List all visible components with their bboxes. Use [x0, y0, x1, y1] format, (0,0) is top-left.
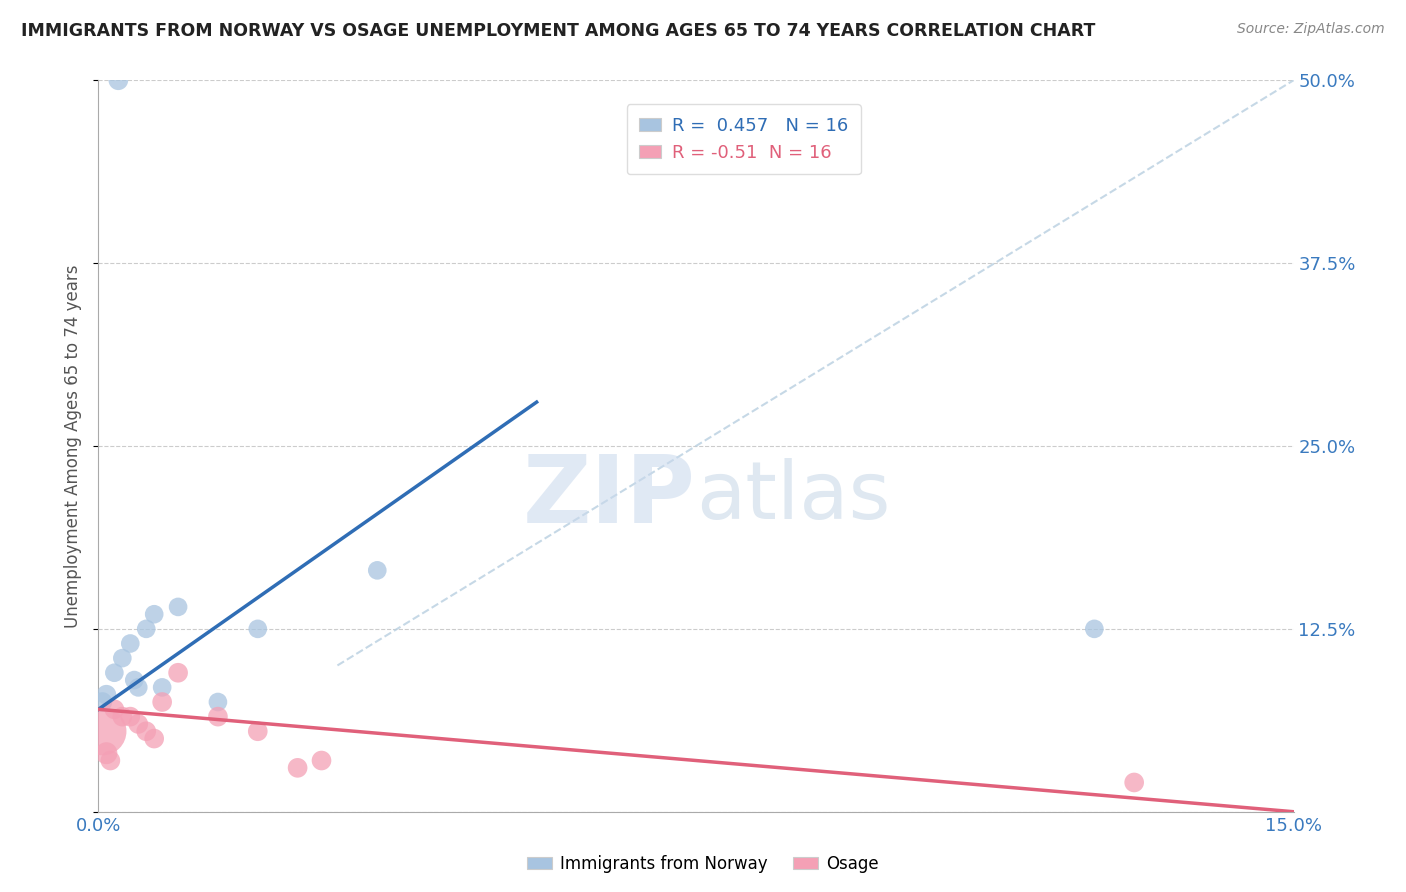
- Point: [103, 702, 125, 716]
- Point: [111, 709, 134, 723]
- Text: ZIP: ZIP: [523, 451, 696, 543]
- Point: [246, 622, 269, 636]
- Point: [311, 754, 333, 768]
- Point: [167, 599, 190, 614]
- Point: [111, 651, 134, 665]
- Point: [91, 695, 114, 709]
- Point: [127, 681, 149, 695]
- Point: [167, 665, 190, 680]
- Point: [246, 724, 269, 739]
- Point: [124, 673, 146, 687]
- Legend: R =  0.457   N = 16, R = -0.51  N = 16: R = 0.457 N = 16, R = -0.51 N = 16: [627, 104, 860, 174]
- Point: [98, 754, 122, 768]
- Legend: Immigrants from Norway, Osage: Immigrants from Norway, Osage: [520, 848, 886, 880]
- Point: [135, 622, 157, 636]
- Point: [287, 761, 309, 775]
- Point: [96, 746, 118, 760]
- Point: [143, 731, 166, 746]
- Text: atlas: atlas: [696, 458, 890, 536]
- Point: [120, 636, 142, 650]
- Point: [150, 681, 173, 695]
- Y-axis label: Unemployment Among Ages 65 to 74 years: Unemployment Among Ages 65 to 74 years: [65, 264, 83, 628]
- Point: [143, 607, 166, 622]
- Point: [120, 709, 142, 723]
- Text: Source: ZipAtlas.com: Source: ZipAtlas.com: [1237, 22, 1385, 37]
- Text: IMMIGRANTS FROM NORWAY VS OSAGE UNEMPLOYMENT AMONG AGES 65 TO 74 YEARS CORRELATI: IMMIGRANTS FROM NORWAY VS OSAGE UNEMPLOY…: [21, 22, 1095, 40]
- Point: [135, 724, 157, 739]
- Point: [96, 688, 118, 702]
- Point: [207, 709, 229, 723]
- Point: [127, 717, 149, 731]
- Point: [1083, 622, 1105, 636]
- Point: [207, 695, 229, 709]
- Point: [1123, 775, 1146, 789]
- Point: [150, 695, 173, 709]
- Point: [107, 73, 129, 87]
- Point: [103, 665, 125, 680]
- Point: [366, 563, 388, 577]
- Point: [91, 724, 114, 739]
